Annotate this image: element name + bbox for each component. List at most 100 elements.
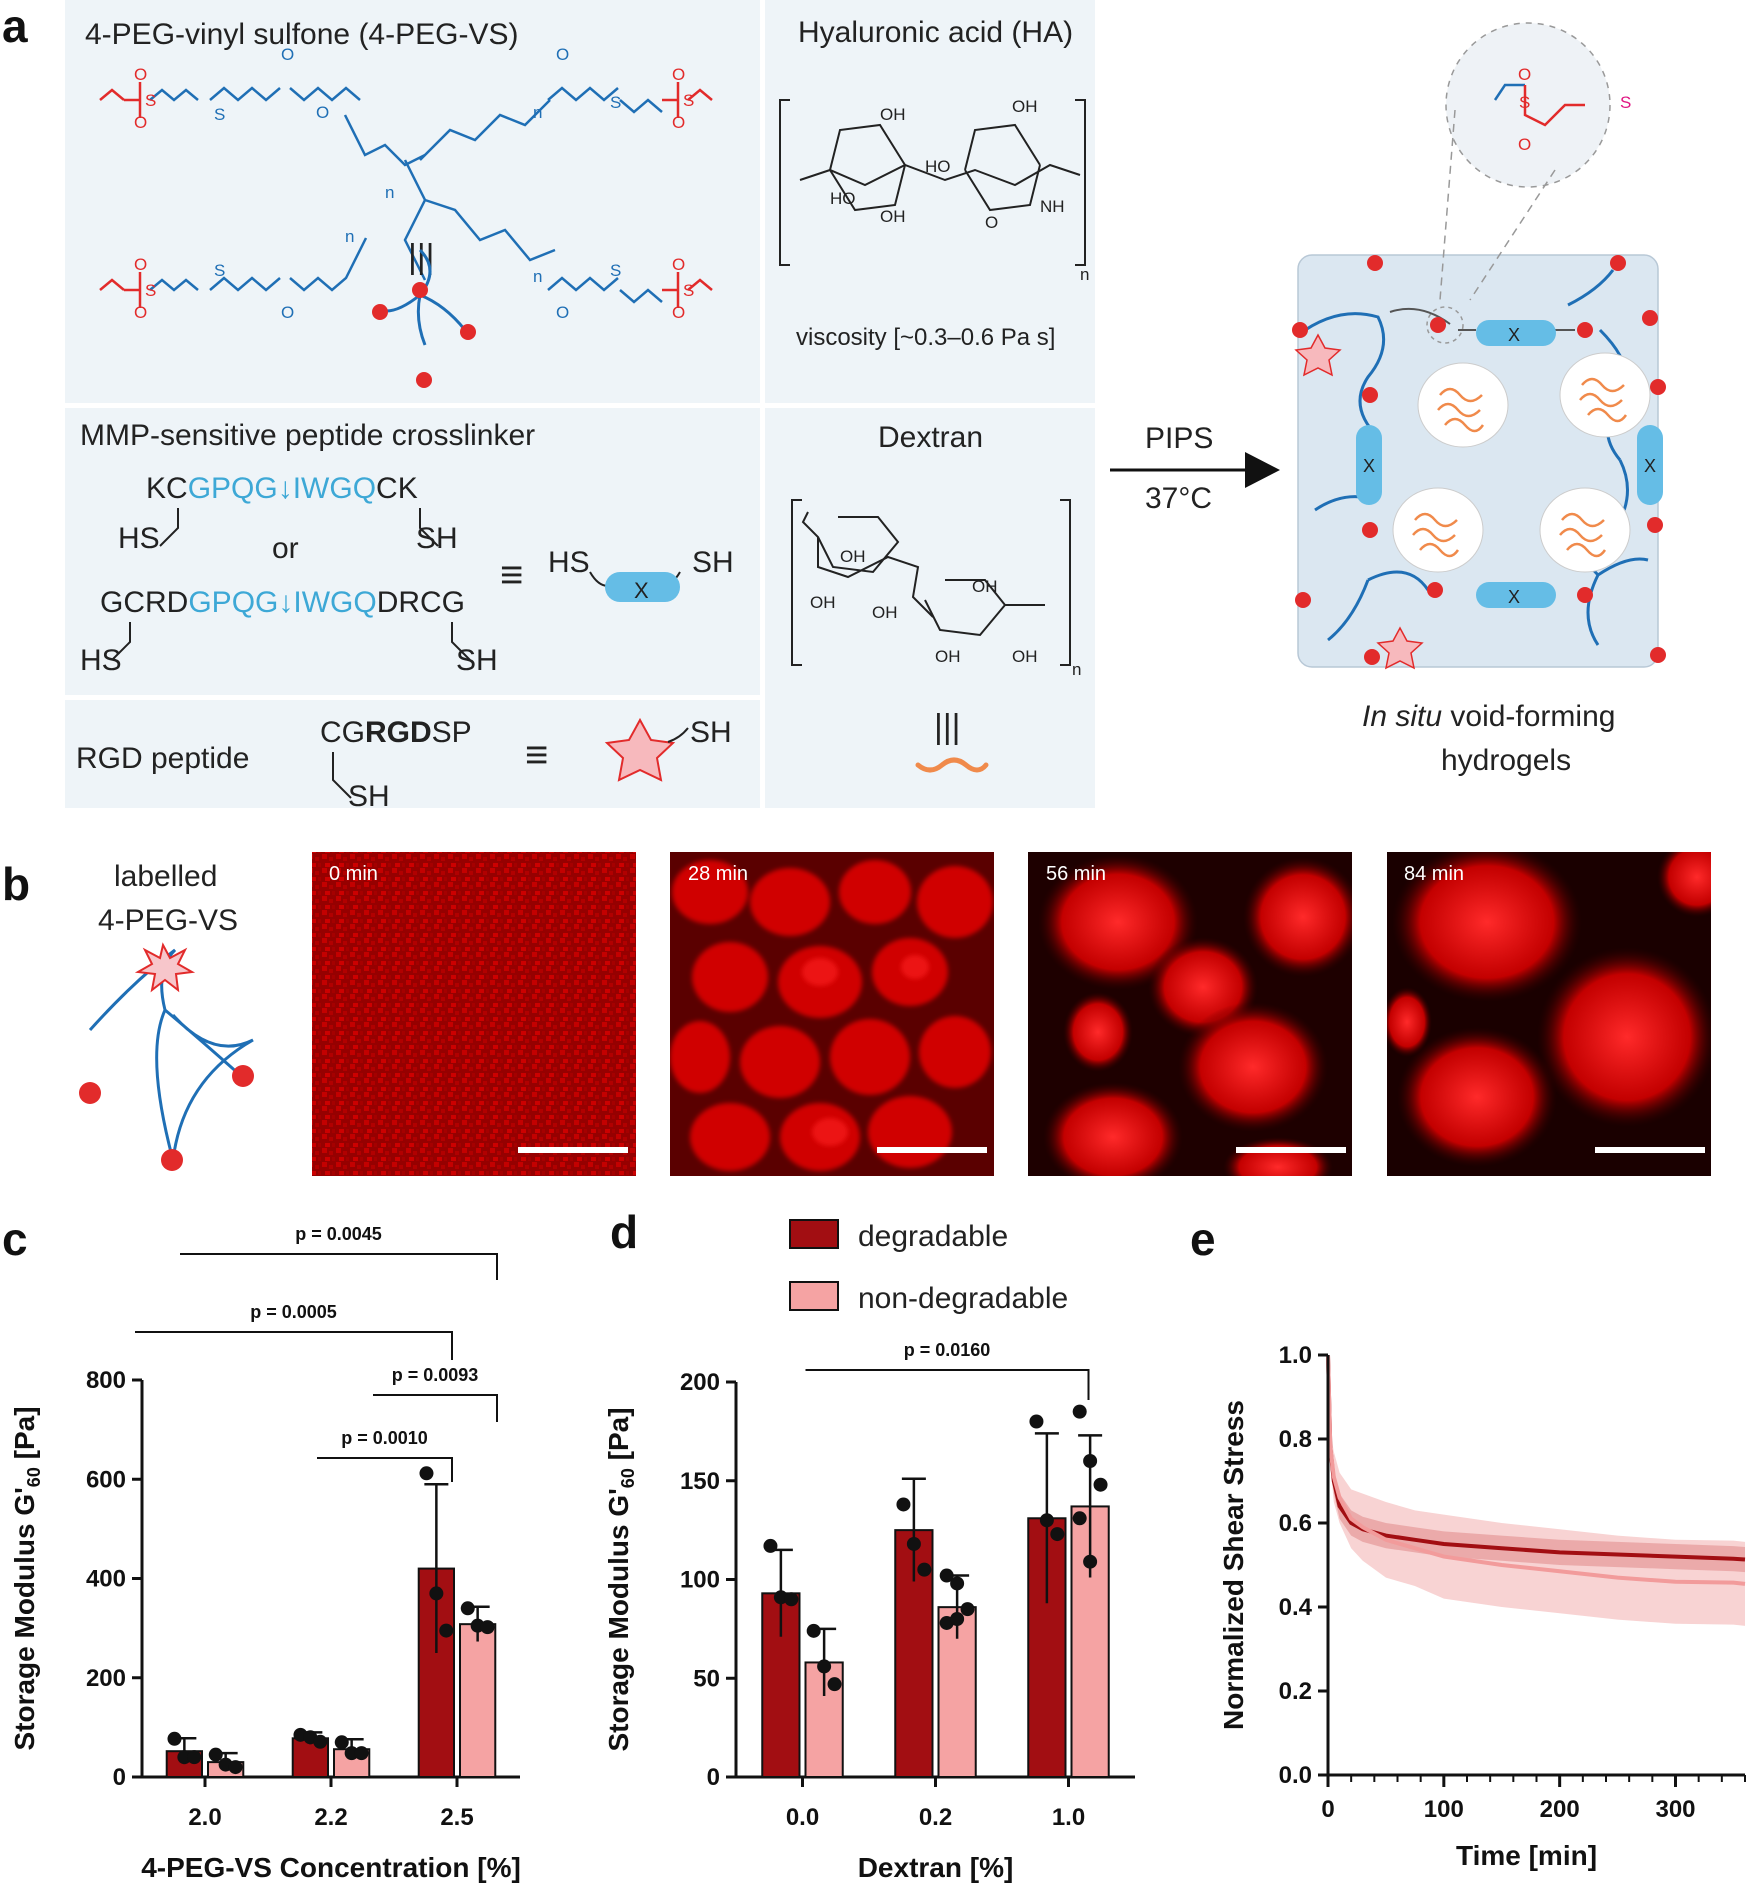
svg-text:NH: NH	[1040, 197, 1065, 216]
svg-text:X: X	[634, 578, 649, 603]
y-tick-label: 200	[86, 1665, 126, 1692]
rgd-seq: CGRGDSP SH	[320, 716, 472, 813]
svg-text:S: S	[1620, 93, 1631, 112]
data-point	[939, 1568, 954, 1583]
crosslinker-icon: HS SH X	[548, 546, 734, 603]
x-axis-title: Dextran [%]	[858, 1852, 1014, 1883]
data-point	[429, 1586, 444, 1601]
y-tick-label: 200	[680, 1369, 720, 1396]
p-value-label: p = 0.0160	[904, 1340, 991, 1360]
data-point	[334, 1735, 349, 1750]
pips-label: PIPS	[1145, 422, 1213, 455]
svg-text:O: O	[672, 113, 685, 132]
y-tick-label: 150	[680, 1468, 720, 1495]
peg-vs-structure	[99, 82, 713, 308]
data-point	[313, 1734, 328, 1749]
x-tick-label: 0	[1321, 1796, 1334, 1823]
ha-structure	[779, 99, 1086, 266]
svg-text:X: X	[1363, 456, 1375, 476]
micrograph-0min: 0 min	[312, 852, 636, 1176]
svg-text:SH: SH	[456, 644, 498, 677]
hydrogel-caption-1: In situ void-forming	[1362, 700, 1615, 733]
x-tick-label: 100	[1424, 1796, 1464, 1823]
svg-text:OH: OH	[1012, 97, 1038, 116]
svg-text:SH: SH	[416, 522, 458, 555]
x-tick-label: 200	[1540, 1796, 1580, 1823]
svg-text:n: n	[533, 267, 542, 286]
data-point	[480, 1620, 495, 1635]
legend-swatch	[789, 1281, 839, 1311]
svg-text:n: n	[385, 183, 394, 202]
panel-b: b labelled 4-PEG-VS 0 min	[2, 852, 1711, 1176]
svg-text:56 min: 56 min	[1046, 863, 1106, 885]
data-point	[773, 1590, 788, 1605]
chart-c: 0 200 400 600 800 2.0 2.2 2.5 4-PEG-VS Concentra…	[9, 1224, 521, 1883]
svg-text:OH: OH	[1012, 647, 1038, 666]
x-tick-label: 2.0	[188, 1804, 221, 1831]
p-value-label: p = 0.0093	[392, 1365, 479, 1385]
data-point	[827, 1677, 842, 1692]
significance-bracket	[805, 1369, 1090, 1400]
svg-text:O: O	[134, 303, 147, 322]
data-point	[1072, 1404, 1087, 1419]
svg-text:SH: SH	[692, 546, 734, 579]
scale-bar	[518, 1147, 628, 1153]
svg-text:0 min: 0 min	[329, 863, 378, 885]
svg-text:O: O	[672, 65, 685, 84]
svg-text:84 min: 84 min	[1404, 863, 1464, 885]
svg-text:SH: SH	[690, 716, 732, 749]
ha-atoms: OH HO OH OH HO NH O n	[830, 97, 1089, 284]
legend-label: non-degradable	[858, 1282, 1068, 1315]
mmp-box	[65, 408, 760, 695]
peg-box	[65, 0, 760, 403]
ha-viscosity: viscosity [~0.3–0.6 Pa s]	[796, 324, 1055, 351]
chart-d: 0 50 100 150 200 0.0 0.2 1.0 Dextran [%] Storage …	[603, 1219, 1135, 1883]
x-tick-label: 2.5	[440, 1804, 473, 1831]
p-value-label: p = 0.0010	[341, 1428, 428, 1448]
data-point	[208, 1747, 223, 1762]
data-point	[1050, 1527, 1065, 1542]
p-value-label: p = 0.0005	[250, 1302, 337, 1322]
data-point	[784, 1592, 799, 1607]
svg-text:HS: HS	[548, 546, 590, 579]
svg-text:OH: OH	[972, 577, 998, 596]
labelled-text-2: 4-PEG-VS	[98, 904, 238, 937]
x-tick-label: 0.2	[919, 1804, 952, 1831]
svg-text:S: S	[683, 281, 694, 300]
y-axis-title: Storage Modulus G'60 [Pa]	[603, 1407, 638, 1751]
data-point	[187, 1750, 202, 1765]
svg-text:O: O	[134, 255, 147, 274]
temp-label: 37°C	[1145, 482, 1212, 515]
micrograph-28min: 28 min	[670, 852, 994, 1176]
svg-text:n: n	[1080, 265, 1089, 284]
labelled-peg-icon	[79, 942, 254, 1171]
svg-text:HO: HO	[830, 189, 856, 208]
y-tick-label: 0.6	[1279, 1510, 1312, 1537]
data-point	[167, 1731, 182, 1746]
ha-title: Hyaluronic acid (HA)	[798, 16, 1073, 49]
y-tick-label: 0	[113, 1764, 126, 1791]
series-line	[1326, 1354, 1746, 1586]
y-tick-label: 0.2	[1279, 1678, 1312, 1705]
data-point	[1093, 1477, 1108, 1492]
svg-text:S: S	[1519, 93, 1530, 112]
peg-4arm-icon	[372, 248, 476, 388]
data-point	[806, 1623, 821, 1638]
dextran-structure	[791, 499, 1071, 666]
mmp-title: MMP-sensitive peptide crosslinker	[80, 419, 535, 452]
data-point	[817, 1659, 832, 1674]
ha-box	[765, 0, 1095, 403]
significance-bracket	[317, 1457, 453, 1482]
svg-text:S: S	[683, 91, 694, 110]
chart-e: 0.0 0.2 0.4 0.6 0.8 1.0 0 100 200 300 Time [min] No…	[1218, 1342, 1746, 1871]
data-point	[1029, 1414, 1044, 1429]
svg-text:X: X	[1508, 325, 1520, 345]
svg-text:O: O	[672, 255, 685, 274]
svg-text:X: X	[1508, 587, 1520, 607]
bar	[459, 1623, 497, 1779]
svg-text:O: O	[281, 45, 294, 64]
data-point	[228, 1760, 243, 1775]
y-axis-title: Normalized Shear Stress	[1218, 1400, 1249, 1730]
data-point	[960, 1602, 975, 1617]
svg-text:O: O	[134, 65, 147, 84]
